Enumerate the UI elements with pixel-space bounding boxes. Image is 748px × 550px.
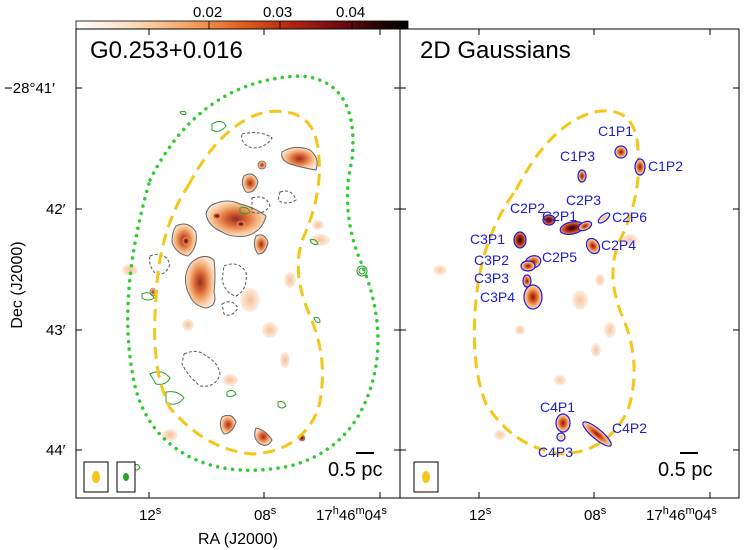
gaussian-ellipse [597, 212, 611, 224]
right-scale-bar: 0.5 pc [658, 452, 712, 481]
right-x-tick-labels: 12s 08s 17h46m04s [469, 505, 717, 524]
x-tick-label: 12 [139, 507, 156, 524]
right-panel-title: 2D Gaussians [420, 37, 571, 64]
left-scale-bar: 0.5 pc [328, 452, 382, 481]
component-label: C3P4 [480, 289, 515, 305]
svg-text:08s: 08s [584, 505, 607, 524]
gaussian-ellipse [522, 274, 532, 288]
x-tick-label: 12 [469, 507, 486, 524]
gaussian-components [513, 145, 646, 447]
right-y-ticks [400, 87, 739, 451]
component-label: C2P2 [510, 200, 545, 216]
x-tick-sup: h [333, 505, 339, 517]
x-tick-label: 17 [316, 507, 333, 524]
component-label: C3P2 [474, 252, 509, 268]
x-tick-sup: s [271, 505, 277, 517]
y-axis-title: Dec (J2000) [9, 241, 26, 328]
gaussian-ellipse [577, 169, 587, 183]
x-axis-title: RA (J2000) [198, 531, 278, 548]
colorbar: 0.02 0.03 0.04 [75, 4, 409, 30]
x-tick-label: 46 [339, 507, 356, 524]
left-y-ticks [76, 87, 400, 451]
x-tick-label: 04 [695, 507, 712, 524]
gaussian-ellipse [634, 158, 646, 176]
colorbar-tick-label: 0.04 [336, 4, 365, 21]
component-label: C3P1 [470, 231, 505, 247]
component-label: C3P3 [474, 270, 509, 286]
colorbar-tick-label: 0.02 [193, 4, 222, 21]
right-panel: C1P1 C1P2 C1P3 C2P1 C2P2 C2P3 C2P4 C2P5 … [399, 28, 740, 499]
x-tick-label: 46 [669, 507, 686, 524]
x-tick-sup: s [486, 505, 492, 517]
y-tick-label: −28°41′ [4, 80, 55, 97]
svg-text:17h46m04s: 17h46m04s [646, 505, 717, 524]
x-tick-sup: s [156, 505, 162, 517]
x-tick-sup: s [711, 505, 717, 517]
left-panel-frame [75, 28, 401, 499]
svg-text:17h46m04s: 17h46m04s [316, 505, 387, 524]
x-tick-sup: m [356, 505, 365, 517]
left-x-ticks [148, 29, 381, 498]
colorbar-gradient [75, 20, 409, 30]
left-emission-map [122, 146, 330, 446]
x-tick-sup: s [381, 505, 387, 517]
gaussian-ellipse [582, 421, 612, 447]
gaussian-ellipse [556, 432, 566, 442]
component-label: C4P3 [538, 444, 573, 460]
x-tick-label: 17 [646, 507, 663, 524]
gaussian-ellipse [513, 231, 527, 249]
gaussian-ellipse [577, 220, 593, 232]
x-tick-sup: m [686, 505, 695, 517]
colorbar-tick-label: 0.03 [263, 4, 292, 21]
right-scale-label: 0.5 pc [658, 459, 712, 481]
gaussian-ellipse [542, 214, 556, 226]
component-label: C2P3 [566, 192, 601, 208]
component-label: C1P2 [648, 158, 683, 174]
gaussian-ellipse [520, 260, 536, 272]
component-label: C2P6 [612, 209, 647, 225]
left-panel: 0.5 pc G0.253+0.016 [75, 28, 401, 499]
right-dashed-contour [472, 109, 641, 456]
svg-text:08s: 08s [254, 505, 277, 524]
component-labels: C1P1 C1P2 C1P3 C2P1 C2P2 C2P3 C2P4 C2P5 … [470, 123, 683, 460]
right-emission-map [433, 234, 638, 440]
x-tick-label: 08 [254, 507, 271, 524]
component-label: C4P1 [540, 399, 575, 415]
component-label: C1P3 [560, 148, 595, 164]
component-label: C4P2 [612, 420, 647, 436]
gaussian-ellipse [585, 237, 601, 255]
svg-text:12s: 12s [469, 505, 492, 524]
component-label: C2P1 [542, 208, 577, 224]
left-beam-boxes [83, 461, 136, 493]
y-tick-label: 42′ [46, 201, 66, 218]
left-scale-label: 0.5 pc [328, 459, 382, 481]
y-tick-label: 43′ [46, 322, 66, 339]
component-label: C2P4 [601, 237, 636, 253]
right-beam-box [413, 461, 439, 493]
gaussian-ellipse [614, 145, 628, 159]
component-label: C1P1 [598, 123, 633, 139]
gaussian-ellipse [555, 413, 571, 433]
x-tick-sup: s [601, 505, 607, 517]
svg-text:12s: 12s [139, 505, 162, 524]
left-x-tick-labels: 12s 08s 17h46m04s [139, 505, 387, 524]
left-panel-title: G0.253+0.016 [90, 37, 243, 64]
x-tick-sup: h [663, 505, 669, 517]
gaussian-ellipse [523, 284, 543, 310]
x-tick-label: 08 [584, 507, 601, 524]
x-tick-label: 04 [365, 507, 382, 524]
y-tick-label: 44′ [46, 442, 66, 459]
component-label: C2P5 [542, 249, 577, 265]
right-x-ticks [478, 29, 711, 498]
